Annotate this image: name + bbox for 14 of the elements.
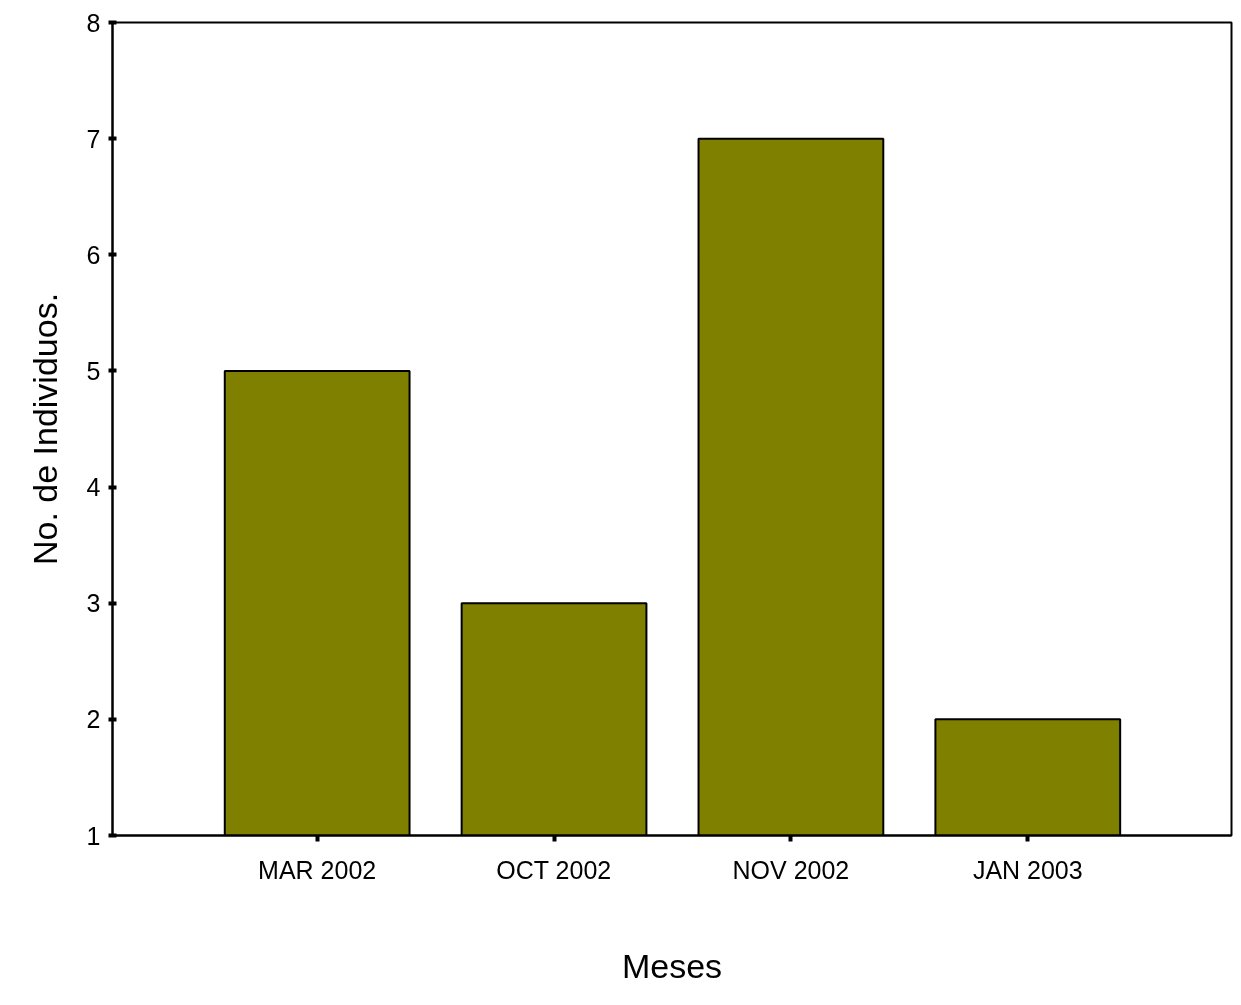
y-tick-label: 2 (86, 705, 101, 734)
x-tick-label: MAR 2002 (258, 855, 377, 884)
y-tick-label: 6 (86, 240, 101, 269)
y-tick-label: 7 (86, 124, 101, 153)
x-axis-title: Meses (621, 946, 723, 985)
x-tick-label: NOV 2002 (732, 855, 850, 884)
y-tick-label: 1 (86, 821, 101, 850)
x-tick-label: OCT 2002 (496, 855, 612, 884)
y-tick-label: 3 (86, 589, 101, 618)
y-tick-label: 4 (86, 473, 101, 502)
y-tick-label: 8 (86, 8, 101, 37)
x-tick-label: JAN 2003 (972, 855, 1083, 884)
y-axis-title: No. de Individuos. (25, 292, 64, 566)
y-tick-label: 5 (86, 356, 101, 385)
